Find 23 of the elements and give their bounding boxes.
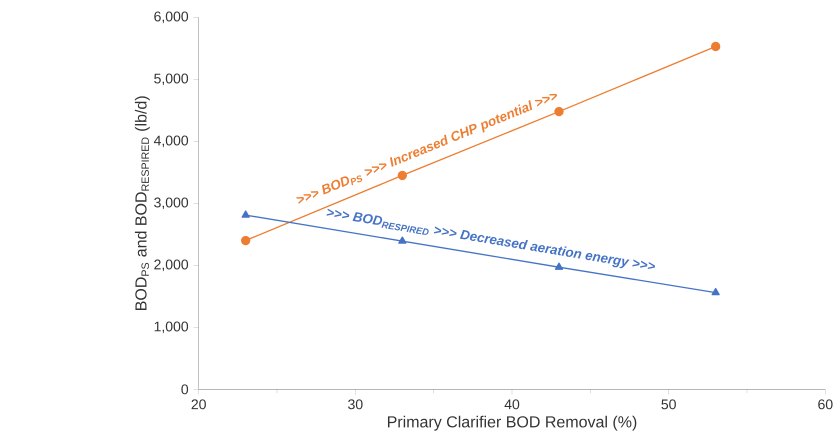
point — [242, 210, 250, 218]
x-tick-label: 60 — [818, 399, 833, 410]
point — [554, 106, 564, 116]
point — [712, 288, 720, 296]
point — [398, 236, 406, 244]
y-tick-label: 6,000 — [154, 12, 188, 24]
point — [241, 236, 250, 246]
x-tick-label: 20 — [192, 399, 206, 410]
annotation: >>> BOD$_{RESPIRED}$ >>> Decreased aeration energy >>> — [326, 208, 656, 270]
x-axis-title: Primary Clarifier BOD Removal (%) — [388, 416, 636, 431]
point — [710, 42, 720, 52]
y-tick-label: 5,000 — [154, 74, 188, 86]
y-tick-label: 3,000 — [154, 198, 188, 210]
x-tick-label: 30 — [348, 399, 363, 410]
y-tick-label: 0 — [181, 384, 188, 394]
y-tick-label: 2,000 — [154, 260, 188, 272]
y-axis-title: BOD$_{PS}$ and BOD$_{RESPIRED}$ (lb/d) — [134, 96, 150, 310]
y-tick-label: 4,000 — [154, 136, 188, 148]
x-tick-label: 50 — [661, 399, 676, 410]
point — [398, 170, 408, 180]
y-tick-label: 1,000 — [154, 322, 188, 334]
x-tick-label: 40 — [504, 399, 520, 410]
point — [554, 262, 564, 270]
